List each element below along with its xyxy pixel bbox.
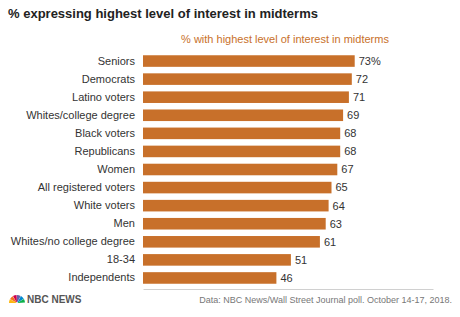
data-label: 68 <box>344 145 356 157</box>
bar <box>143 236 320 248</box>
y-tick: 18-34 <box>107 253 135 265</box>
y-tick-label: Independents <box>68 271 135 283</box>
bar <box>143 146 340 158</box>
bar <box>143 128 340 140</box>
y-tick: White voters <box>74 199 136 211</box>
data-labels: 73% 72 71 69 68 68 67 65 64 63 61 5146 <box>280 55 381 284</box>
y-tick: Men <box>114 217 135 229</box>
y-tick-label: Democrats <box>82 73 136 85</box>
y-tick: Seniors <box>98 55 136 67</box>
y-tick-label: Latino voters <box>72 91 135 103</box>
data-label: 61 <box>324 236 336 248</box>
y-tick-label: Men <box>114 217 135 229</box>
y-tick: Republicans <box>74 145 135 157</box>
y-tick: Whites/college degree <box>26 109 135 121</box>
x-axis-line <box>144 289 434 290</box>
y-tick-label: White voters <box>74 199 136 211</box>
bar <box>143 254 291 266</box>
y-tick: Black voters <box>75 127 135 139</box>
source: Data: NBC News/Wall Street Journal poll.… <box>199 295 452 305</box>
y-tick-label: Whites/college degree <box>26 109 135 121</box>
bars <box>143 55 355 283</box>
y-tick-label: 18-34 <box>107 253 135 265</box>
y-tick-label: Black voters <box>75 127 135 139</box>
logo: NBC NEWS <box>9 294 82 305</box>
x-axis <box>144 289 434 290</box>
bar <box>143 73 352 85</box>
subtitle: % with highest level of interest in midt… <box>181 33 389 45</box>
y-tick-label: Whites/no college degree <box>11 235 135 247</box>
y-tick-label: Seniors <box>98 55 136 67</box>
logo-fan <box>13 295 17 302</box>
logo-text: NBC NEWS <box>27 294 82 305</box>
logo-fan <box>18 299 25 303</box>
y-tick-label: Republicans <box>74 145 135 157</box>
y-tick: All registered voters <box>38 181 136 193</box>
y-tick-label: Women <box>97 163 135 175</box>
data-label: 69 <box>347 109 359 121</box>
chart: % expressing highest level of interest i… <box>0 0 460 317</box>
y-tick: Latino voters <box>72 91 135 103</box>
y-axis: Seniors Democrats Latino voters Whites/coll… <box>11 55 136 284</box>
bar <box>143 109 343 121</box>
bar <box>143 272 276 284</box>
bar <box>143 91 349 103</box>
y-tick: Independents <box>68 271 135 283</box>
data-label: 63 <box>330 218 342 230</box>
y-tick: Women <box>97 163 135 175</box>
title: % expressing highest level of interest i… <box>8 6 318 21</box>
data-label: 51 <box>295 254 307 266</box>
bar <box>143 164 337 176</box>
data-label: 72 <box>356 73 368 85</box>
bar <box>143 55 355 67</box>
data-label: 46 <box>280 272 292 284</box>
bar <box>143 200 329 212</box>
data-label: 64 <box>333 200 345 212</box>
y-tick: Whites/no college degree <box>11 235 135 247</box>
bar <box>143 182 332 194</box>
y-tick-label: All registered voters <box>38 181 136 193</box>
data-label: 65 <box>336 181 348 193</box>
data-label: 71 <box>353 91 365 103</box>
y-tick: Democrats <box>82 73 136 85</box>
bar <box>143 218 326 230</box>
data-label: 68 <box>344 127 356 139</box>
data-label: 73% <box>359 55 381 67</box>
data-label: 67 <box>341 163 353 175</box>
